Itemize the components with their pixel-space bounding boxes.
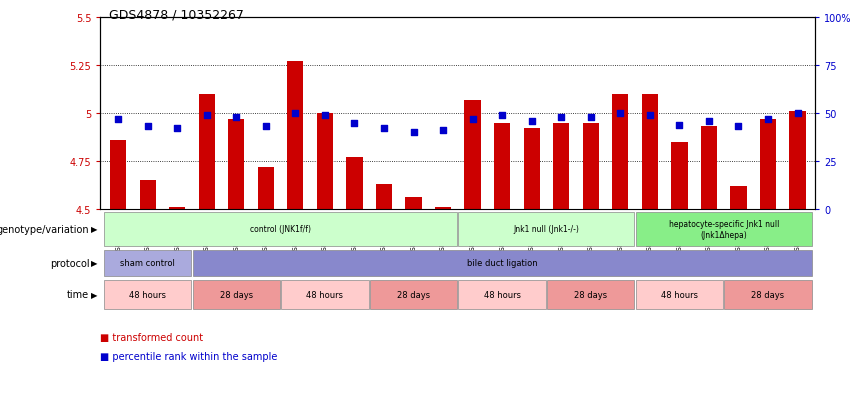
- Bar: [435, 208, 451, 209]
- Text: 28 days: 28 days: [397, 290, 430, 299]
- Point: [495, 112, 509, 119]
- Text: time: time: [67, 290, 89, 300]
- Bar: [459, 280, 545, 309]
- Text: sham control: sham control: [120, 259, 175, 268]
- Point: [141, 124, 155, 131]
- Point: [170, 126, 184, 132]
- Bar: [730, 187, 746, 209]
- Text: ▶: ▶: [91, 290, 98, 299]
- Bar: [612, 95, 628, 209]
- Bar: [192, 280, 280, 309]
- Text: hepatocyte-specific Jnk1 null
(Jnk1Δhepa): hepatocyte-specific Jnk1 null (Jnk1Δhepa…: [669, 220, 779, 239]
- Text: ▶: ▶: [91, 259, 98, 268]
- Bar: [198, 95, 215, 209]
- Text: 28 days: 28 days: [220, 290, 253, 299]
- Bar: [494, 123, 511, 209]
- Point: [111, 116, 125, 123]
- Bar: [636, 280, 723, 309]
- Text: control (JNK1f/f): control (JNK1f/f): [250, 225, 311, 234]
- Point: [732, 124, 745, 131]
- Text: 28 days: 28 days: [751, 290, 785, 299]
- Bar: [169, 208, 186, 209]
- Point: [377, 126, 391, 132]
- Bar: [547, 280, 635, 309]
- Bar: [376, 185, 392, 209]
- Bar: [258, 167, 274, 209]
- Text: ■ transformed count: ■ transformed count: [100, 332, 203, 342]
- Point: [230, 114, 243, 121]
- Text: ▶: ▶: [91, 225, 98, 234]
- Bar: [671, 142, 688, 209]
- Bar: [104, 280, 191, 309]
- Bar: [370, 280, 457, 309]
- Point: [702, 118, 716, 125]
- Bar: [642, 95, 658, 209]
- Bar: [405, 198, 421, 209]
- Bar: [104, 251, 191, 276]
- Text: 48 hours: 48 hours: [661, 290, 698, 299]
- Bar: [700, 127, 717, 209]
- Text: 48 hours: 48 hours: [483, 290, 521, 299]
- Bar: [465, 100, 481, 209]
- Bar: [636, 213, 812, 246]
- Text: GDS4878 / 10352267: GDS4878 / 10352267: [109, 8, 243, 21]
- Text: 28 days: 28 days: [574, 290, 608, 299]
- Point: [259, 124, 272, 131]
- Text: 48 hours: 48 hours: [306, 290, 344, 299]
- Point: [288, 110, 302, 117]
- Bar: [583, 123, 599, 209]
- Bar: [790, 112, 806, 209]
- Bar: [553, 123, 569, 209]
- Point: [465, 116, 479, 123]
- Bar: [459, 213, 635, 246]
- Bar: [317, 114, 333, 209]
- Point: [348, 120, 362, 127]
- Bar: [192, 251, 812, 276]
- Point: [672, 122, 686, 128]
- Bar: [724, 280, 812, 309]
- Bar: [110, 140, 126, 209]
- Bar: [288, 62, 304, 209]
- Point: [525, 118, 539, 125]
- Point: [554, 114, 568, 121]
- Point: [761, 116, 774, 123]
- Bar: [140, 181, 156, 209]
- Bar: [104, 213, 457, 246]
- Point: [584, 114, 597, 121]
- Text: Jnk1 null (Jnk1-/-): Jnk1 null (Jnk1-/-): [513, 225, 580, 234]
- Bar: [346, 158, 363, 209]
- Point: [643, 112, 657, 119]
- Point: [318, 112, 332, 119]
- Point: [437, 128, 450, 134]
- Point: [407, 130, 420, 136]
- Bar: [228, 119, 244, 209]
- Text: genotype/variation: genotype/variation: [0, 224, 89, 235]
- Text: 48 hours: 48 hours: [129, 290, 166, 299]
- Text: ■ percentile rank within the sample: ■ percentile rank within the sample: [100, 351, 277, 361]
- Bar: [281, 280, 368, 309]
- Bar: [760, 119, 776, 209]
- Point: [614, 110, 627, 117]
- Text: protocol: protocol: [49, 259, 89, 268]
- Bar: [523, 129, 540, 209]
- Point: [200, 112, 214, 119]
- Text: bile duct ligation: bile duct ligation: [467, 259, 538, 268]
- Point: [791, 110, 804, 117]
